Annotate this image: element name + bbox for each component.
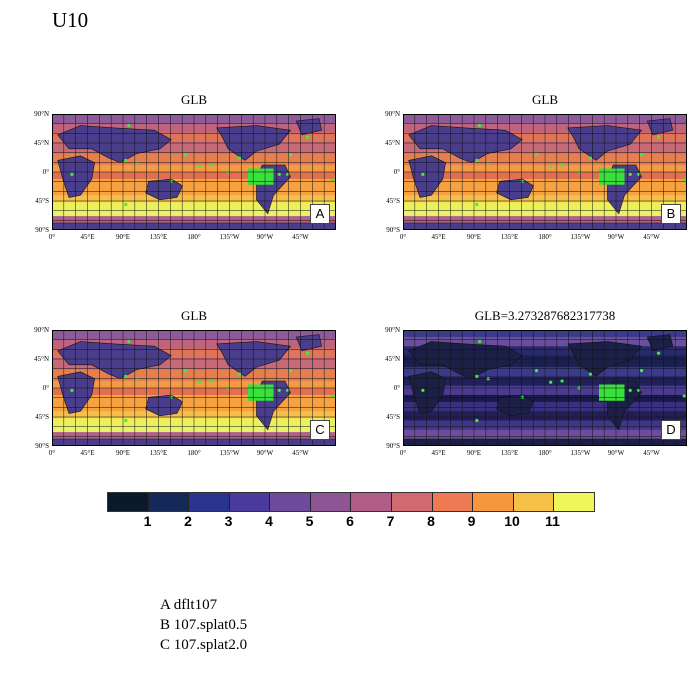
map-plot	[51, 329, 337, 447]
longitude-label: 45°W	[643, 233, 660, 241]
longitude-label: 45°W	[292, 233, 309, 241]
colorbar-label: 8	[427, 513, 435, 529]
longitude-label: 135°W	[570, 449, 591, 457]
latitude-label: 90°N	[34, 326, 49, 334]
colorbar-label: 6	[346, 513, 354, 529]
longitude-label: 90°E	[466, 449, 482, 457]
longitude-label: 0°	[399, 233, 407, 241]
colorbar-label: 11	[545, 513, 560, 529]
latitude-label: 0°	[393, 384, 400, 392]
longitude-label: 45°E	[431, 449, 446, 457]
longitude-label: 135°E	[500, 233, 519, 241]
colorbar-swatch	[108, 493, 149, 511]
map-panel	[51, 113, 337, 235]
latitude-label: 45°N	[385, 355, 400, 363]
longitude-label: 45°W	[292, 449, 309, 457]
colorbar-label: 7	[386, 513, 395, 529]
longitude-label: 135°E	[149, 449, 168, 457]
longitude-label: 0°	[48, 449, 56, 457]
longitude-label: 0°	[399, 449, 407, 457]
map-panel	[51, 329, 337, 451]
panel-badge: C	[310, 420, 330, 440]
longitude-label: 180°	[187, 233, 201, 241]
latitude-label: 45°S	[386, 197, 400, 205]
latitude-label: 0°	[42, 384, 49, 392]
longitude-label: 90°W	[607, 233, 625, 241]
panel-badge: D	[661, 420, 681, 440]
longitude-label: 180°	[538, 233, 552, 241]
legend-item-c: C 107.splat2.0	[160, 637, 248, 653]
panel-title: GLB	[532, 92, 558, 107]
longitude-label: 90°W	[256, 449, 274, 457]
latitude-label: 45°N	[385, 139, 400, 147]
latitude-label: 45°S	[35, 197, 49, 205]
longitude-label: 45°E	[431, 233, 446, 241]
latitude-label: 90°N	[385, 110, 400, 118]
latitude-label: 90°N	[385, 326, 400, 334]
legend-item-a: A dflt107	[160, 597, 218, 613]
map-panel	[402, 113, 688, 235]
latitude-label: 90°S	[386, 442, 400, 450]
longitude-label: 180°	[187, 449, 201, 457]
colorbar-label: 10	[504, 513, 520, 529]
latitude-label: 45°N	[34, 355, 49, 363]
figure-title: U10	[52, 8, 89, 32]
longitude-label: 90°E	[115, 233, 131, 241]
colorbar-swatch	[473, 493, 514, 511]
colorbar-label: 1	[143, 513, 152, 529]
longitude-label: 135°W	[219, 233, 240, 241]
map-plot	[51, 113, 337, 231]
colorbar-swatch	[432, 493, 474, 511]
colorbar-label: 9	[467, 513, 476, 529]
longitude-label: 45°W	[643, 449, 660, 457]
longitude-label: 135°W	[219, 449, 240, 457]
longitude-label: 90°W	[256, 233, 274, 241]
latitude-label: 90°S	[386, 226, 400, 234]
panel-title: GLB	[181, 308, 207, 323]
longitude-label: 135°E	[149, 233, 168, 241]
colorbar-swatch	[351, 493, 393, 511]
colorbar-swatch	[310, 493, 352, 511]
colorbar-swatch	[270, 493, 311, 511]
colorbar-swatch	[513, 493, 555, 511]
latitude-label: 90°S	[35, 226, 49, 234]
colorbar-swatch	[554, 493, 594, 511]
colorbar-swatch	[189, 493, 230, 511]
latitude-label: 0°	[42, 168, 49, 176]
panel-title: GLB=3.273287682317738	[474, 308, 616, 323]
legend-item-b: B 107.splat0.5	[160, 617, 248, 633]
colorbar	[107, 492, 595, 512]
longitude-label: 90°E	[466, 233, 482, 241]
longitude-label: 45°E	[80, 233, 95, 241]
map-panel	[402, 329, 688, 451]
panel-badge: A	[310, 204, 330, 224]
longitude-label: 135°W	[570, 233, 591, 241]
longitude-label: 90°W	[607, 449, 625, 457]
colorbar-swatch	[229, 493, 271, 511]
colorbar-label: 5	[305, 513, 314, 529]
latitude-label: 90°N	[34, 110, 49, 118]
colorbar-swatch	[392, 493, 433, 511]
longitude-label: 45°E	[80, 449, 95, 457]
colorbar-label: 4	[265, 513, 273, 529]
latitude-label: 0°	[393, 168, 400, 176]
longitude-label: 180°	[538, 449, 552, 457]
latitude-label: 45°N	[34, 139, 49, 147]
map-plot	[402, 329, 688, 447]
panel-badge: B	[661, 204, 681, 224]
longitude-label: 0°	[48, 233, 56, 241]
longitude-label: 90°E	[115, 449, 131, 457]
colorbar-label: 2	[184, 513, 192, 529]
latitude-label: 45°S	[35, 413, 49, 421]
panel-title: GLB	[181, 92, 207, 107]
longitude-label: 135°E	[500, 449, 519, 457]
map-plot	[402, 113, 688, 231]
colorbar-label: 3	[224, 513, 233, 529]
latitude-label: 45°S	[386, 413, 400, 421]
latitude-label: 90°S	[35, 442, 49, 450]
colorbar-swatch	[148, 493, 190, 511]
